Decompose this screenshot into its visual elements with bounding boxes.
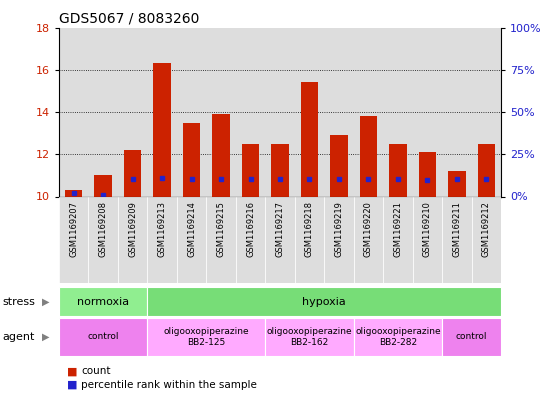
- Bar: [265, 318, 354, 356]
- Bar: [88, 196, 118, 283]
- Bar: [389, 144, 407, 196]
- Bar: [448, 171, 466, 196]
- Bar: [147, 196, 177, 283]
- Bar: [236, 196, 265, 283]
- Text: GSM1169208: GSM1169208: [99, 201, 108, 257]
- Text: GSM1169207: GSM1169207: [69, 201, 78, 257]
- Text: count: count: [81, 366, 111, 376]
- Bar: [354, 318, 442, 356]
- Text: normoxia: normoxia: [77, 297, 129, 307]
- Bar: [124, 150, 141, 196]
- Text: oligooxopiperazine
BB2-125: oligooxopiperazine BB2-125: [164, 327, 249, 347]
- Bar: [265, 196, 295, 283]
- Bar: [324, 28, 354, 196]
- Bar: [94, 175, 112, 196]
- Text: ▶: ▶: [42, 332, 50, 342]
- Bar: [419, 152, 436, 196]
- Text: GSM1169221: GSM1169221: [394, 201, 403, 257]
- Bar: [65, 190, 82, 196]
- Text: GSM1169220: GSM1169220: [364, 201, 373, 257]
- Text: ■: ■: [67, 366, 78, 376]
- Bar: [413, 196, 442, 283]
- Bar: [206, 28, 236, 196]
- Bar: [442, 28, 472, 196]
- Text: GSM1169216: GSM1169216: [246, 201, 255, 257]
- Bar: [59, 287, 147, 316]
- Text: ▶: ▶: [42, 297, 50, 307]
- Text: oligooxopiperazine
BB2-282: oligooxopiperazine BB2-282: [355, 327, 441, 347]
- Text: GSM1169218: GSM1169218: [305, 201, 314, 257]
- Bar: [271, 144, 289, 196]
- Text: GSM1169217: GSM1169217: [276, 201, 284, 257]
- Bar: [478, 144, 495, 196]
- Bar: [383, 196, 413, 283]
- Text: GSM1169214: GSM1169214: [187, 201, 196, 257]
- Bar: [472, 196, 501, 283]
- Text: GSM1169213: GSM1169213: [157, 201, 166, 257]
- Text: GSM1169215: GSM1169215: [217, 201, 226, 257]
- Text: ■: ■: [67, 380, 78, 390]
- Bar: [147, 287, 501, 316]
- Bar: [324, 196, 354, 283]
- Bar: [442, 196, 472, 283]
- Text: hypoxia: hypoxia: [302, 297, 346, 307]
- Text: GSM1169210: GSM1169210: [423, 201, 432, 257]
- Bar: [177, 196, 206, 283]
- Bar: [206, 196, 236, 283]
- Bar: [59, 196, 88, 283]
- Text: agent: agent: [3, 332, 35, 342]
- Bar: [59, 318, 147, 356]
- Bar: [153, 63, 171, 196]
- Bar: [413, 28, 442, 196]
- Text: control: control: [456, 332, 487, 342]
- Bar: [147, 28, 177, 196]
- Bar: [472, 28, 501, 196]
- Bar: [118, 196, 147, 283]
- Bar: [118, 28, 147, 196]
- Text: GSM1169219: GSM1169219: [334, 201, 343, 257]
- Text: GSM1169209: GSM1169209: [128, 201, 137, 257]
- Text: stress: stress: [3, 297, 36, 307]
- Bar: [354, 196, 383, 283]
- Bar: [330, 135, 348, 196]
- Bar: [360, 116, 377, 196]
- Bar: [301, 83, 318, 196]
- Bar: [295, 28, 324, 196]
- Bar: [242, 144, 259, 196]
- Bar: [183, 123, 200, 196]
- Bar: [212, 114, 230, 196]
- Bar: [354, 28, 383, 196]
- Bar: [59, 28, 88, 196]
- Bar: [177, 28, 206, 196]
- Text: percentile rank within the sample: percentile rank within the sample: [81, 380, 257, 390]
- Bar: [236, 28, 265, 196]
- Bar: [295, 196, 324, 283]
- Bar: [88, 28, 118, 196]
- Text: control: control: [87, 332, 119, 342]
- Text: oligooxopiperazine
BB2-162: oligooxopiperazine BB2-162: [267, 327, 352, 347]
- Bar: [265, 28, 295, 196]
- Bar: [442, 318, 501, 356]
- Text: GSM1169211: GSM1169211: [452, 201, 461, 257]
- Text: GDS5067 / 8083260: GDS5067 / 8083260: [59, 12, 199, 26]
- Text: GSM1169212: GSM1169212: [482, 201, 491, 257]
- Bar: [147, 318, 265, 356]
- Bar: [383, 28, 413, 196]
